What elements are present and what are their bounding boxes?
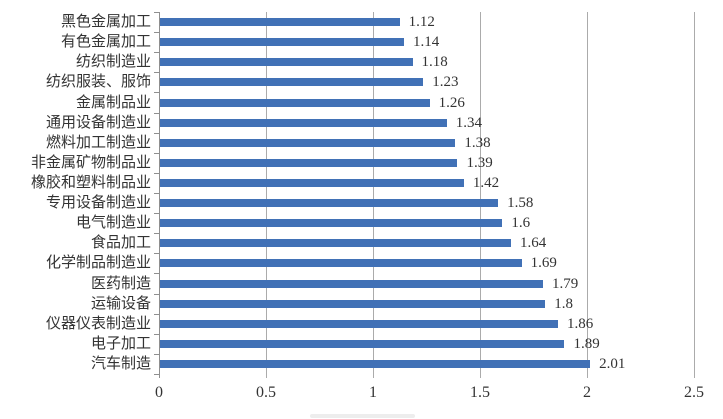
bar xyxy=(160,18,400,27)
x-tick-label: 0 xyxy=(155,384,163,401)
gridline xyxy=(587,12,588,378)
category-label: 运输设备 xyxy=(90,295,151,312)
value-label: 1.8 xyxy=(554,295,573,312)
value-label: 1.42 xyxy=(472,174,500,191)
bar xyxy=(160,38,404,47)
bar xyxy=(160,359,591,368)
value-label: 1.64 xyxy=(519,235,547,252)
y-axis-tick xyxy=(154,12,159,13)
gridline xyxy=(266,12,267,378)
gridline xyxy=(694,12,695,378)
y-axis-tick xyxy=(154,72,159,74)
category-label: 电子加工 xyxy=(90,335,151,352)
cropped-caption-fragment xyxy=(310,414,415,418)
y-axis-tick xyxy=(154,32,159,34)
y-axis-tick xyxy=(154,213,159,215)
value-label: 1.14 xyxy=(412,34,440,51)
x-tick-label: 1 xyxy=(369,384,377,401)
bar xyxy=(160,319,559,328)
value-label: 1.86 xyxy=(567,315,594,332)
y-axis-tick xyxy=(154,233,159,235)
category-label: 金属制品业 xyxy=(75,94,151,111)
y-axis-tick xyxy=(154,193,159,194)
value-label: 1.39 xyxy=(466,154,493,171)
value-label: 1.38 xyxy=(464,134,491,151)
y-axis-tick xyxy=(154,374,159,375)
y-axis-tick xyxy=(154,112,159,114)
category-label: 电气制造业 xyxy=(75,215,151,232)
category-label: 医药制造 xyxy=(90,275,151,292)
bar xyxy=(160,98,430,107)
category-label: 纺织制造业 xyxy=(75,54,151,71)
gridline xyxy=(480,12,481,378)
value-label: 1.34 xyxy=(455,114,482,131)
category-label: 有色金属加工 xyxy=(60,34,151,51)
category-label: 橡胶和塑料制品业 xyxy=(30,174,151,191)
bar xyxy=(160,299,546,308)
category-label: 燃料加工制造业 xyxy=(45,134,151,151)
x-tick-label: 0.5 xyxy=(256,384,276,401)
bar xyxy=(160,138,456,147)
y-axis-tick xyxy=(154,313,159,315)
bar xyxy=(160,158,458,167)
bar xyxy=(160,219,503,228)
value-label: 1.79 xyxy=(552,275,579,292)
category-label: 非金属矿物制品业 xyxy=(30,154,151,171)
value-label: 1.23 xyxy=(432,74,459,91)
gridline xyxy=(373,12,374,378)
category-label: 黑色金属加工 xyxy=(60,14,151,31)
value-label: 1.26 xyxy=(438,94,465,111)
bar xyxy=(160,339,565,348)
bar xyxy=(160,58,413,67)
value-label: 1.89 xyxy=(573,335,600,352)
bar xyxy=(160,259,522,268)
y-axis-tick xyxy=(154,353,159,355)
value-label: 1.69 xyxy=(530,255,557,272)
bar xyxy=(160,78,424,87)
bar xyxy=(160,118,447,127)
y-axis-tick xyxy=(154,92,159,94)
value-label: 1.12 xyxy=(408,14,435,31)
category-label: 仪器仪表制造业 xyxy=(45,315,151,332)
category-label: 纺织服装、服饰 xyxy=(45,74,151,91)
bar xyxy=(160,279,544,288)
bar xyxy=(160,199,499,208)
category-label: 化学制品制造业 xyxy=(45,255,151,272)
y-axis-tick xyxy=(154,132,159,134)
y-axis-line xyxy=(159,12,160,378)
bar xyxy=(160,239,511,248)
value-label: 1.58 xyxy=(507,195,534,212)
x-tick-label: 2 xyxy=(583,384,591,401)
value-label: 1.18 xyxy=(421,54,448,71)
x-tick-label: 2.5 xyxy=(684,384,704,401)
x-tick-label: 1.5 xyxy=(470,384,490,401)
y-axis-tick xyxy=(154,253,159,255)
value-label: 1.6 xyxy=(511,215,531,232)
value-label: 2.01 xyxy=(599,355,626,372)
category-label: 汽车制造 xyxy=(90,355,151,372)
category-label: 通用设备制造业 xyxy=(45,114,151,131)
y-axis-tick xyxy=(154,52,159,54)
y-axis-tick xyxy=(154,273,159,275)
y-axis-tick xyxy=(154,172,159,174)
category-label: 食品加工 xyxy=(90,235,151,252)
category-label: 专用设备制造业 xyxy=(45,195,151,212)
bar xyxy=(160,178,464,187)
y-axis-tick xyxy=(154,333,159,335)
y-axis-tick xyxy=(154,293,159,295)
y-axis-tick xyxy=(154,152,159,154)
